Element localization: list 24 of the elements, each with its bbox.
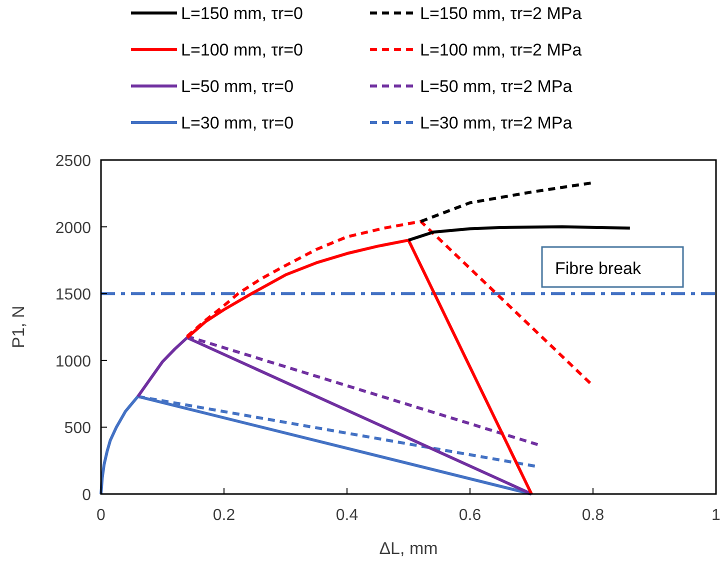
y-tick-label: 2500 xyxy=(55,153,92,170)
x-tick-label: 0.2 xyxy=(212,507,236,524)
line-series xyxy=(407,225,632,242)
ref-line-label: Fibre break xyxy=(555,259,642,278)
y-tick-label: 1500 xyxy=(55,286,92,304)
y-tick-label: 500 xyxy=(64,420,92,438)
x-tick-label: 1 xyxy=(712,507,721,524)
legend-label: L=100 mm, τr=0 xyxy=(181,40,303,60)
y-axis-title: P1, N xyxy=(9,306,28,348)
x-tick-label: 0 xyxy=(96,507,106,524)
x-tick-label: 0.8 xyxy=(582,507,604,524)
x-tick-label: 0.4 xyxy=(336,507,358,524)
x-axis-title: ΔL, mm xyxy=(379,539,438,558)
legend-label: L=150 mm, τr=0 xyxy=(181,4,303,23)
y-tick-label: 1000 xyxy=(55,353,92,370)
legend-label: L=50 mm, τr=0 xyxy=(181,77,294,96)
legend-label: L=30 mm, τr=0 xyxy=(181,114,294,132)
y-tick-label: 0 xyxy=(82,487,92,504)
legend-label: L=30 mm, τr=2 MPa xyxy=(420,114,573,132)
legend-label: L=150 mm, τr=2 MPa xyxy=(420,4,582,23)
y-tick-label: 2000 xyxy=(55,220,92,237)
legend-label: L=100 mm, τr=2 MPa xyxy=(420,40,582,60)
legend-label: L=50 mm, τr=2 MPa xyxy=(420,77,573,96)
x-tick-label: 0.6 xyxy=(458,507,482,524)
